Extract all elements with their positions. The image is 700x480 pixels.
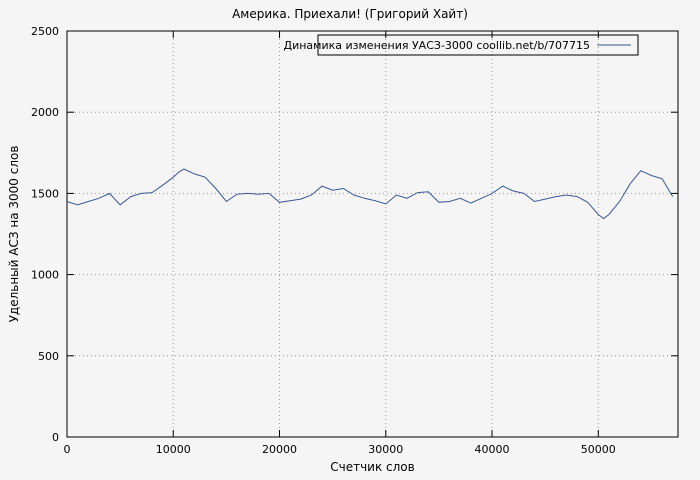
x-tick-label: 10000 [156, 443, 191, 456]
y-tick-label: 2500 [31, 25, 59, 38]
y-tick-label: 1000 [31, 269, 59, 282]
plot-border [66, 30, 679, 438]
legend-box [317, 34, 639, 56]
series-line [66, 168, 674, 220]
y-tick-label: 500 [38, 350, 59, 363]
x-tick-label: 30000 [368, 443, 403, 456]
x-tick-label: 50000 [581, 443, 616, 456]
x-tick-label: 0 [64, 443, 71, 456]
y-tick-label: 1500 [31, 187, 59, 200]
x-tick-label: 40000 [475, 443, 510, 456]
x-axis-label: Счетчик слов [330, 460, 415, 474]
legend-label: Динамика изменения УАСЗ-3000 coollib.net… [284, 39, 591, 52]
x-tick-label: 20000 [262, 443, 297, 456]
y-tick-label: 0 [52, 431, 59, 444]
y-tick-label: 2000 [31, 106, 59, 119]
chart-title: Америка. Приехали! (Григорий Хайт) [232, 7, 468, 21]
